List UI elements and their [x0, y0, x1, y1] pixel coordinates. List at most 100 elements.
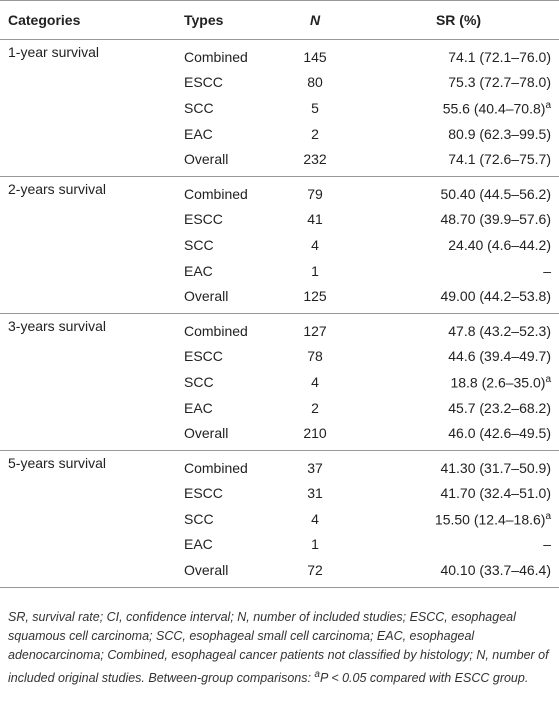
table-row: SCC 4 15.50 (12.4–18.6)a	[0, 506, 559, 532]
sr-value: 80.9 (62.3–99.5)	[448, 125, 551, 142]
n-cell: 1	[311, 262, 319, 279]
table-row: ESCC 31 41.70 (32.4–51.0)	[0, 481, 559, 507]
n-cell: 127	[303, 322, 327, 339]
n-cell: 5	[311, 99, 319, 116]
sr-cell: 80.9 (62.3–99.5)	[358, 121, 559, 147]
footnote-text: SR, survival rate; CI, confidence interv…	[8, 609, 549, 686]
sr-value: 47.8 (43.2–52.3)	[448, 322, 551, 339]
sr-value: 49.00 (44.2–53.8)	[440, 288, 551, 305]
sr-value: 46.0 (42.6–49.5)	[448, 425, 551, 442]
n-cell: 210	[272, 420, 358, 451]
type-cell: Overall	[176, 283, 272, 314]
sr-value: 48.70 (39.9–57.6)	[440, 211, 551, 228]
sr-cell: 74.1 (72.1–76.0)	[358, 40, 559, 70]
type-cell: Combined	[184, 185, 248, 202]
sr-value: 40.10 (33.7–46.4)	[440, 562, 551, 579]
table-row: 5-years survival Combined 37 41.30 (31.7–50…	[0, 450, 559, 588]
n-cell: 1	[311, 536, 319, 553]
sr-cell: 41.70 (32.4–51.0)	[358, 481, 559, 507]
table-row: Overall 72 40.10 (33.7–46.4)	[0, 557, 559, 588]
sr-cell: –	[358, 258, 559, 284]
sr-value: 44.6 (39.4–49.7)	[448, 348, 551, 365]
n-cell: 125	[272, 283, 358, 314]
table-row: EAC 1 –	[0, 258, 559, 284]
sr-cell: 50.40 (44.5–56.2)	[358, 176, 559, 206]
table-row: EAC 1 –	[0, 532, 559, 558]
sr-cell: 55.6 (40.4–70.8)a	[358, 95, 559, 121]
sr-cell: 15.50 (12.4–18.6)a	[358, 506, 559, 532]
header-cell: SR (%)	[358, 0, 559, 40]
sr-cell: –	[358, 532, 559, 558]
n-cell: 4	[311, 373, 319, 390]
sr-note: a	[545, 373, 551, 385]
table-row: SCC 5 55.6 (40.4–70.8)a	[0, 95, 559, 121]
category-cell: 1-year survival	[0, 39, 176, 177]
type-cell: Combined	[184, 322, 248, 339]
sr-cell: 46.0 (42.6–49.5)	[358, 420, 559, 451]
sr-note: a	[545, 510, 551, 522]
n-cell: 79	[307, 185, 323, 202]
table-row: SCC 4 24.40 (4.6–44.2)	[0, 232, 559, 258]
sr-value: 41.30 (31.7–50.9)	[440, 459, 551, 476]
header-cell: Types	[176, 0, 272, 40]
sr-value: 15.50 (12.4–18.6)	[434, 511, 546, 528]
sr-cell: 48.70 (39.9–57.6)	[358, 207, 559, 233]
sr-value: 24.40 (4.6–44.2)	[448, 236, 551, 253]
table-row: Overall 210 46.0 (42.6–49.5)	[0, 420, 559, 451]
table-row: EAC 2 45.7 (23.2–68.2)	[0, 395, 559, 421]
sr-value: 41.70 (32.4–51.0)	[440, 485, 551, 502]
sr-cell: 75.3 (72.7–78.0)	[358, 70, 559, 96]
sr-cell: 41.30 (31.7–50.9)	[358, 450, 559, 480]
type-cell: Combined	[184, 459, 248, 476]
type-cell: EAC	[184, 536, 213, 553]
n-cell: 2	[311, 125, 319, 142]
type-cell: Overall	[176, 420, 272, 451]
type-cell: ESCC	[184, 74, 223, 91]
sr-cell: 40.10 (33.7–46.4)	[358, 557, 559, 588]
survival-table: Categories Types N SR (%) 1-year survival Com…	[0, 0, 559, 588]
n-cell: 4	[311, 510, 319, 527]
type-cell: Combined	[184, 48, 248, 65]
n-cell: 72	[272, 557, 358, 588]
sr-value: 55.6 (40.4–70.8)	[442, 100, 546, 117]
n-cell: 145	[303, 48, 327, 65]
table-row: Overall 125 49.00 (44.2–53.8)	[0, 283, 559, 314]
table-row: Overall 232 74.1 (72.6–75.7)	[0, 146, 559, 177]
sr-cell: 44.6 (39.4–49.7)	[358, 344, 559, 370]
sr-value: 45.7 (23.2–68.2)	[448, 399, 551, 416]
header-row: Categories Types N SR (%)	[0, 0, 559, 40]
type-cell: Overall	[176, 557, 272, 588]
type-cell: ESCC	[184, 348, 223, 365]
table-row: EAC 2 80.9 (62.3–99.5)	[0, 121, 559, 147]
sr-value: 75.3 (72.7–78.0)	[448, 74, 551, 91]
type-cell: SCC	[184, 99, 214, 116]
n-cell: 232	[272, 146, 358, 177]
type-cell: Overall	[176, 146, 272, 177]
sr-cell: 18.8 (2.6–35.0)a	[358, 369, 559, 395]
n-cell: 78	[307, 348, 323, 365]
n-cell: 80	[307, 74, 323, 91]
header-cell: Categories	[0, 0, 176, 40]
header-cell: N	[272, 0, 358, 40]
sr-value: 74.1 (72.1–76.0)	[448, 48, 551, 65]
sr-cell: 47.8 (43.2–52.3)	[358, 313, 559, 343]
n-cell: 31	[307, 485, 323, 502]
sr-cell: 49.00 (44.2–53.8)	[358, 283, 559, 314]
sr-value: 18.8 (2.6–35.0)	[450, 374, 546, 391]
table-row: ESCC 78 44.6 (39.4–49.7)	[0, 344, 559, 370]
sr-value: 50.40 (44.5–56.2)	[440, 185, 551, 202]
sr-note: a	[545, 99, 551, 111]
table-row: 1-year survival Combined 145 74.1 (72.1–76.…	[0, 39, 559, 177]
category-cell: 5-years survival	[0, 450, 176, 588]
category-cell: 3-years survival	[0, 313, 176, 451]
table-row: 2-years survival Combined 79 50.40 (44.5–56…	[0, 176, 559, 314]
type-cell: SCC	[184, 236, 214, 253]
category-cell: 2-years survival	[0, 176, 176, 314]
type-cell: ESCC	[184, 485, 223, 502]
sr-value: –	[543, 262, 551, 279]
table-row: ESCC 80 75.3 (72.7–78.0)	[0, 70, 559, 96]
type-cell: SCC	[184, 373, 214, 390]
n-cell: 4	[311, 236, 319, 253]
n-cell: 2	[311, 399, 319, 416]
